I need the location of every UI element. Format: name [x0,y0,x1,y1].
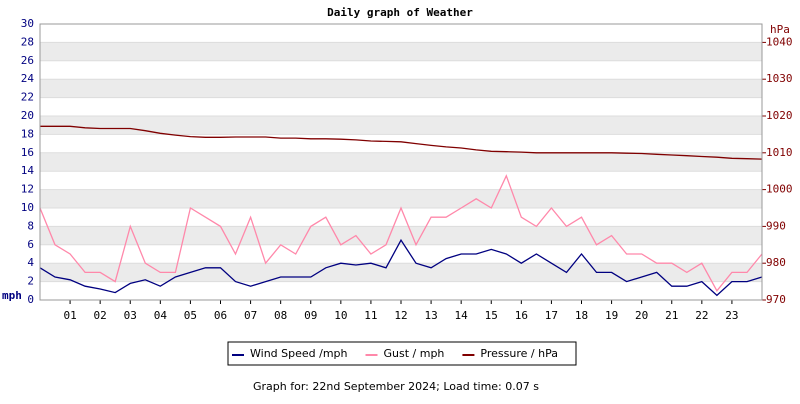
y-tick-label: 8 [27,219,34,232]
y-tick-label: 0 [27,293,34,306]
grid-band [40,226,762,245]
x-tick-label: 02 [94,309,107,322]
x-tick-label: 22 [695,309,708,322]
x-tick-label: 19 [605,309,618,322]
x-tick-label: 16 [515,309,528,322]
y-tick-label: 4 [27,256,34,269]
grid-band [40,116,762,135]
grid-band [40,79,762,98]
y-tick-label: 20 [21,109,34,122]
chart-title: Daily graph of Weather [327,6,473,19]
y-tick-label: 6 [27,238,34,251]
plot-frame [39,23,763,301]
y-tick-label: 22 [21,91,34,104]
y-tick-label: 2 [27,275,34,288]
x-tick-label: 13 [424,309,437,322]
y2-tick-label: 980 [766,256,786,269]
x-tick-label: 06 [214,309,227,322]
caption: Graph for: 22nd September 2024; Load tim… [253,380,539,393]
x-tick-label: 08 [274,309,287,322]
x-tick-label: 03 [124,309,137,322]
legend-label: Wind Speed /mph [250,347,348,360]
y2-axis-label: hPa [770,23,790,36]
x-tick-label: 21 [665,309,678,322]
grid-band [40,42,762,61]
x-tick-label: 09 [304,309,317,322]
y-axis-label: mph [2,289,22,302]
y2-tick-label: 1000 [766,183,793,196]
x-tick-label: 05 [184,309,197,322]
series-line [39,174,763,292]
y-tick-label: 26 [21,54,34,67]
grid-band [40,263,762,282]
y2-tick-label: 1020 [766,109,793,122]
y-tick-label: 18 [21,127,34,140]
y-tick-label: 16 [21,146,34,159]
y-tick-label: 24 [21,72,35,85]
y2-tick-label: 990 [766,219,786,232]
y2-tick-label: 1030 [766,72,793,85]
y2-tick-label: 1010 [766,146,793,159]
x-tick-label: 15 [485,309,498,322]
x-tick-label: 18 [575,309,588,322]
x-tick-label: 23 [725,309,738,322]
x-tick-label: 01 [63,309,76,322]
x-tick-label: 10 [334,309,347,322]
x-tick-label: 07 [244,309,257,322]
x-tick-label: 20 [635,309,648,322]
y-tick-label: 28 [21,35,34,48]
series-line [40,125,763,160]
legend-label: Gust / mph [384,347,445,360]
x-tick-label: 12 [394,309,407,322]
y-tick-label: 10 [21,201,34,214]
legend-label: Pressure / hPa [480,347,558,360]
y-tick-label: 12 [21,183,34,196]
y-tick-label: 14 [21,164,35,177]
grid-band [40,189,762,208]
y2-tick-label: 970 [766,293,786,306]
series-line [39,238,763,297]
y-tick-label: 30 [21,17,34,30]
x-tick-label: 17 [545,309,558,322]
x-tick-label: 04 [154,309,168,322]
legend-box [227,341,577,366]
y2-tick-label: 1040 [766,35,793,48]
grid-band [40,152,762,172]
x-tick-label: 11 [364,309,377,322]
x-tick-label: 14 [455,309,469,322]
